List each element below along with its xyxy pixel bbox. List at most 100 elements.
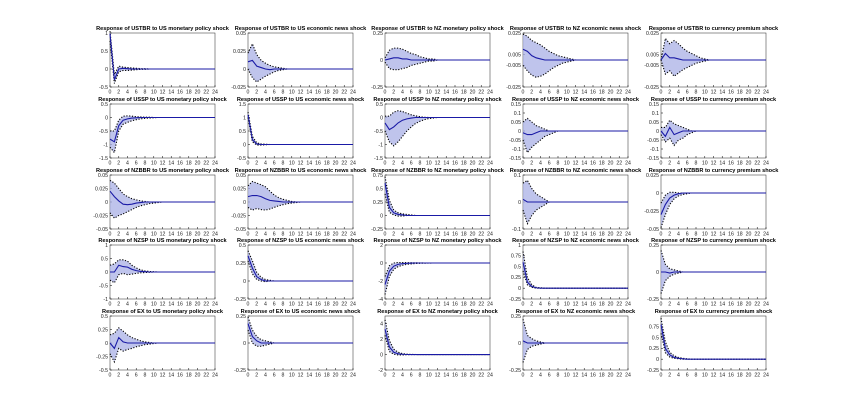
confidence-band <box>661 120 766 146</box>
x-tick-label: 22 <box>341 302 347 308</box>
x-tick-label: 20 <box>746 302 752 308</box>
y-tick-label: -0.25 <box>96 354 108 360</box>
x-tick-label: 12 <box>160 232 166 238</box>
x-tick-label: 0 <box>522 302 525 308</box>
x-tick-label: 2 <box>117 161 120 167</box>
y-tick-label: -0.1 <box>512 227 521 233</box>
plot-frame <box>384 315 491 371</box>
x-tick-label: 0 <box>109 302 112 308</box>
y-tick-label: -0.1 <box>512 147 521 153</box>
x-tick-label: 24 <box>625 90 631 96</box>
median-response-line <box>660 192 766 215</box>
irf-panel: Response of NZBBR to NZ monetary policy … <box>371 168 505 238</box>
plot-frame <box>247 103 354 159</box>
x-tick-label: 14 <box>581 90 587 96</box>
x-tick-label: 14 <box>168 373 174 379</box>
x-tick-label: 20 <box>470 373 476 379</box>
x-tick-label: 8 <box>144 373 147 379</box>
x-tick-label: 2 <box>530 161 533 167</box>
x-tick-label: 10 <box>564 302 570 308</box>
median-response-line <box>522 340 628 344</box>
x-tick-label: 10 <box>426 373 432 379</box>
x-tick-label: 12 <box>298 232 304 238</box>
y-tick-label: 0 <box>518 200 521 206</box>
y-tick-label: 2 <box>380 243 383 249</box>
y-tick-label: -0.005 <box>506 63 521 69</box>
x-tick-label: 16 <box>315 373 321 379</box>
panel-title: Response of NZSP to NZ monetary policy s… <box>374 238 503 244</box>
x-tick-label: 2 <box>255 373 258 379</box>
x-tick-label: 4 <box>539 90 542 96</box>
x-tick-label: 24 <box>350 373 356 379</box>
x-tick-label: 14 <box>719 161 725 167</box>
x-tick-label: 22 <box>754 302 760 308</box>
x-tick-label: 2 <box>392 161 395 167</box>
y-tick-label: -0.025 <box>644 209 659 215</box>
x-tick-label: 20 <box>608 232 614 238</box>
x-tick-label: 24 <box>350 161 356 167</box>
x-tick-label: 24 <box>487 232 493 238</box>
irf-panel: Response of USSP to NZ monetary policy s… <box>373 97 502 167</box>
x-tick-label: 10 <box>289 232 295 238</box>
x-tick-label: 18 <box>599 232 605 238</box>
x-tick-label: 18 <box>324 90 330 96</box>
y-tick-label: -2 <box>378 279 383 285</box>
x-tick-label: 10 <box>564 161 570 167</box>
confidence-band <box>385 319 490 355</box>
upper-bound-line <box>109 31 215 77</box>
x-tick-label: 8 <box>144 302 147 308</box>
x-tick-label: 22 <box>341 373 347 379</box>
x-tick-label: 14 <box>168 232 174 238</box>
y-tick-label: -0.05 <box>96 227 108 233</box>
confidence-band <box>248 181 353 211</box>
y-tick-label: 0 <box>518 129 521 135</box>
y-tick-label: -1 <box>378 142 383 148</box>
y-tick-label: 0.5 <box>239 243 246 249</box>
x-tick-label: 0 <box>660 161 663 167</box>
median-response-line <box>522 130 628 136</box>
y-tick-label: 0 <box>656 270 659 276</box>
x-tick-label: 10 <box>151 302 157 308</box>
y-tick-label: -0.05 <box>647 138 659 144</box>
confidence-band <box>110 115 215 153</box>
x-tick-label: 14 <box>443 161 449 167</box>
x-tick-label: 22 <box>616 232 622 238</box>
x-tick-label: 22 <box>754 373 760 379</box>
y-tick-label: 2 <box>380 337 383 343</box>
x-tick-label: 6 <box>273 161 276 167</box>
x-tick-label: 24 <box>625 373 631 379</box>
x-tick-label: 10 <box>702 302 708 308</box>
confidence-band <box>248 112 353 146</box>
y-tick-label: 0.1 <box>514 173 521 179</box>
y-tick-label: 0 <box>105 270 108 276</box>
x-tick-label: 18 <box>461 373 467 379</box>
x-tick-label: 10 <box>289 161 295 167</box>
lower-bound-line <box>522 270 628 289</box>
x-tick-label: 18 <box>186 373 192 379</box>
x-tick-label: 20 <box>746 232 752 238</box>
plot-frame <box>384 174 491 230</box>
x-tick-label: 0 <box>384 232 387 238</box>
x-tick-label: 2 <box>530 232 533 238</box>
x-tick-label: 18 <box>461 232 467 238</box>
y-tick-label: 0.25 <box>236 314 246 320</box>
x-tick-label: 2 <box>117 302 120 308</box>
x-tick-label: 14 <box>581 161 587 167</box>
x-tick-label: 0 <box>109 232 112 238</box>
y-tick-label: 0 <box>105 341 108 347</box>
y-tick-label: 0 <box>105 67 108 73</box>
x-tick-label: 6 <box>548 232 551 238</box>
x-tick-label: 6 <box>135 232 138 238</box>
y-tick-label: 1 <box>105 243 108 249</box>
x-tick-label: 12 <box>160 90 166 96</box>
irf-panel: Response of EX to US economic news shock… <box>234 309 361 379</box>
x-tick-label: 4 <box>401 302 404 308</box>
y-tick-label: -0.25 <box>509 297 521 303</box>
median-response-line <box>522 262 628 289</box>
x-tick-label: 22 <box>754 232 760 238</box>
y-tick-label: 0 <box>243 142 246 148</box>
y-tick-label: 0 <box>243 279 246 285</box>
x-tick-label: 16 <box>452 232 458 238</box>
irf-panel: Response of USSP to currency premium sho… <box>647 97 777 167</box>
x-tick-label: 24 <box>212 90 218 96</box>
